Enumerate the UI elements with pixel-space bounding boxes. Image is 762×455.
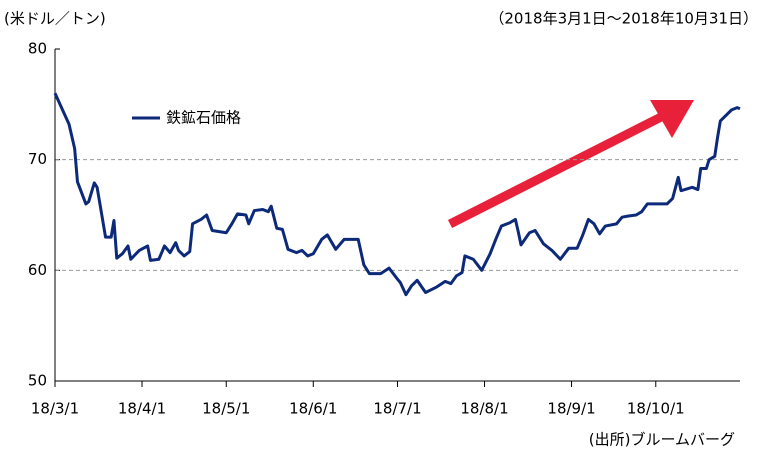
arrow-annotation (447, 100, 694, 229)
x-tick-label: 18/3/1 (31, 400, 79, 418)
data-line (53, 92, 741, 297)
x-tick-label: 18/9/1 (547, 400, 595, 418)
x-tick-label: 18/7/1 (373, 400, 421, 418)
x-tick-label: 18/4/1 (118, 400, 166, 418)
source: (出所)ブルームバーグ (589, 431, 735, 449)
x-tick-label: 18/8/1 (460, 400, 508, 418)
subtitle: （2018年3月1日～2018年10月31日） (489, 10, 758, 28)
x-tick-label: 18/6/1 (289, 400, 337, 418)
legend-label: 鉄鉱石価格 (166, 109, 241, 127)
y-tick-label: 80 (28, 40, 47, 58)
y-axis-label: (米ドル／トン) (4, 10, 106, 28)
x-tick-label: 18/10/1 (627, 400, 685, 418)
y-tick-label: 70 (28, 150, 47, 168)
y-tick-label: 60 (28, 261, 47, 279)
y-tick-label: 50 (28, 372, 47, 390)
x-tick-label: 18/5/1 (202, 400, 250, 418)
